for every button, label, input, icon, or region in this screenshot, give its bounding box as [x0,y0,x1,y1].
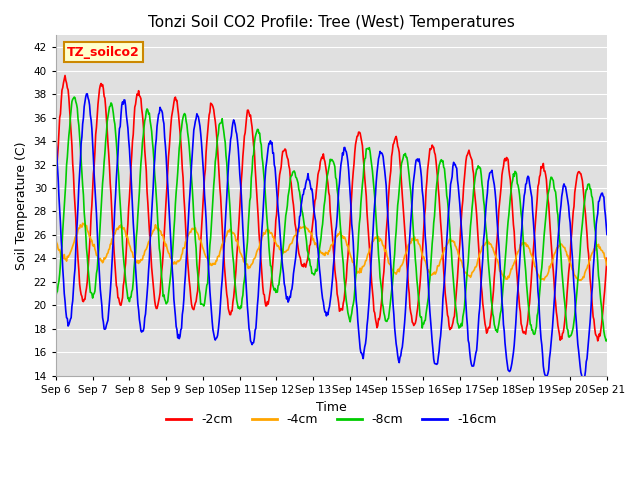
-8cm [120,252,127,258]
-8cm [603,337,611,343]
-16cm [83,91,91,96]
-16cm [579,379,586,385]
X-axis label: Time: Time [316,400,347,413]
-2cm [63,80,70,86]
-4cm [62,256,70,262]
-2cm [61,72,69,78]
Line: -2cm: -2cm [56,75,607,341]
-8cm [70,94,78,100]
-8cm [205,266,212,272]
-16cm [205,264,212,269]
-2cm [594,338,602,344]
-4cm [577,277,585,283]
Y-axis label: Soil Temperature (C): Soil Temperature (C) [15,142,28,270]
-16cm [603,232,611,238]
-8cm [415,300,423,306]
-8cm [175,145,183,151]
-16cm [52,136,60,142]
Text: TZ_soilco2: TZ_soilco2 [67,46,140,59]
-16cm [62,308,70,314]
-2cm [603,255,611,261]
-8cm [602,338,610,344]
-16cm [120,101,127,107]
-4cm [120,226,127,232]
-2cm [415,291,423,297]
Legend: -2cm, -4cm, -8cm, -16cm: -2cm, -4cm, -8cm, -16cm [161,408,502,431]
-8cm [52,294,60,300]
-16cm [415,156,423,162]
-4cm [79,220,86,226]
-2cm [205,121,212,127]
Line: -4cm: -4cm [56,223,607,280]
-16cm [175,336,183,342]
-4cm [52,237,60,243]
-2cm [120,283,127,288]
-4cm [205,258,212,264]
-2cm [399,202,407,208]
-4cm [415,241,423,247]
Line: -16cm: -16cm [56,94,607,382]
-8cm [399,156,407,161]
-4cm [399,260,407,265]
-16cm [399,337,407,343]
-2cm [175,120,183,126]
-4cm [175,258,183,264]
-4cm [603,262,611,268]
-2cm [52,187,60,193]
Line: -8cm: -8cm [56,97,607,341]
-8cm [62,180,70,185]
Title: Tonzi Soil CO2 Profile: Tree (West) Temperatures: Tonzi Soil CO2 Profile: Tree (West) Temp… [148,15,515,30]
